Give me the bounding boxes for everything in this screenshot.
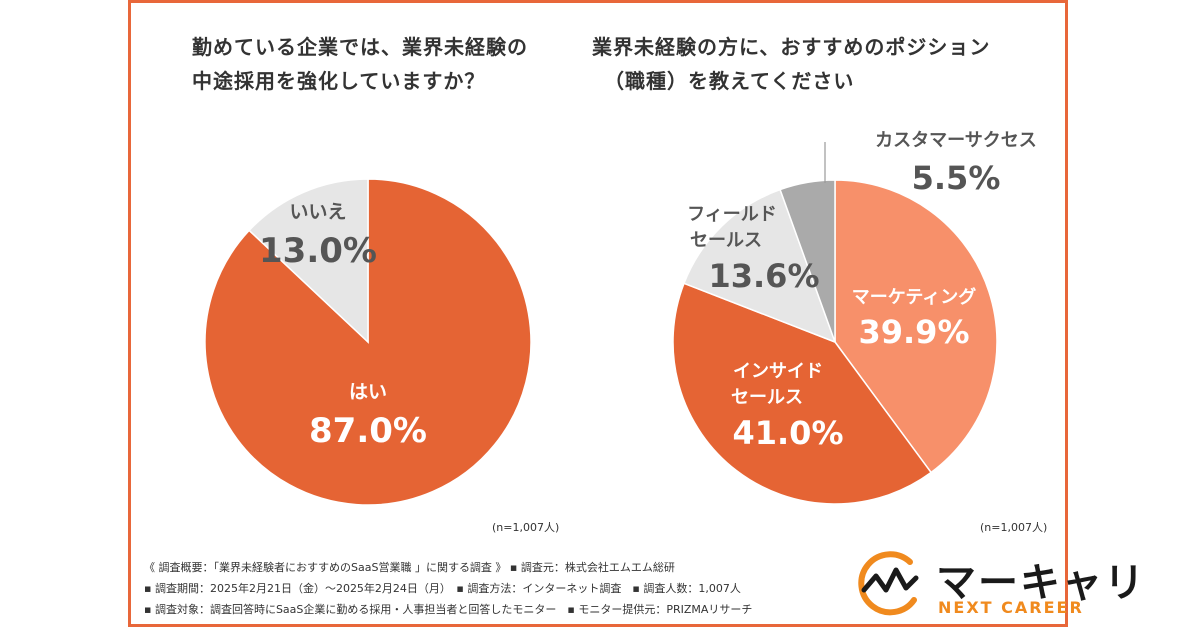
- survey-note-line3: ▪ 調査対象：調査回答時にSaaS企業に勤める採用・人事担当者と回答したモニター…: [144, 603, 753, 616]
- left-pie-slice-1: [248, 178, 369, 344]
- right-pie-slice-1: [672, 282, 933, 505]
- right-cs-value: 5.5%: [912, 159, 1001, 197]
- logo-name: マーキャリ: [936, 560, 1146, 606]
- logo-mark: [858, 551, 919, 616]
- right-marketing-value: 39.9%: [858, 313, 969, 351]
- left-no-value: 13.0%: [259, 231, 377, 271]
- right-inside-name-1: インサイド: [733, 361, 823, 382]
- right-cs-name: カスタマーサクセス: [875, 130, 1037, 151]
- logo-zigzag-icon: [861, 567, 919, 593]
- logo-arc-icon: [858, 551, 917, 616]
- left-title-line2: 中途採用を強化していますか？: [192, 69, 486, 93]
- survey-note-line1: 《 調査概要：「業界未経験者におすすめのSaaS営業職 」に関する調査 》 ▪ …: [144, 561, 675, 574]
- left-no-name: いいえ: [289, 201, 346, 223]
- right-field-name-1: フィールド: [687, 204, 777, 225]
- left-sample-size-note: (n=1,007人): [492, 521, 560, 534]
- left-title-line1: 勤めている企業では、業界未経験の: [192, 35, 528, 59]
- right-field-name-2: セールス: [690, 230, 762, 251]
- right-pie-slice-2: [683, 188, 837, 344]
- left-yes-name: はい: [349, 381, 387, 403]
- right-pie-slice-3: [779, 179, 836, 343]
- right-marketing-name: マーケティング: [852, 286, 977, 308]
- right-inside-value: 41.0%: [732, 414, 843, 452]
- right-title-line1: 業界未経験の方に、おすすめのポジション: [592, 35, 991, 59]
- left-yes-value: 87.0%: [309, 411, 427, 451]
- logo-subtitle: NEXT CAREER: [938, 598, 1084, 617]
- right-chart-title: 業界未経験の方に、おすすめのポジション （職種）を教えてください: [592, 30, 990, 98]
- right-field-value: 13.6%: [708, 257, 819, 295]
- survey-note-line2: ▪ 調査期間：2025年2月21日（金）〜2025年2月24日（月） ▪ 調査方…: [144, 582, 741, 595]
- left-chart-title: 勤めている企業では、業界未経験の 中途採用を強化していますか？: [192, 30, 528, 98]
- right-sample-size-note: (n=1,007人): [980, 521, 1048, 534]
- right-inside-name-2: セールス: [731, 387, 803, 408]
- right-pie: [672, 179, 998, 505]
- left-pie: [204, 178, 532, 506]
- right-pie-slice-0: [834, 179, 998, 474]
- survey-notes: 《 調査概要：「業界未経験者におすすめのSaaS営業職 」に関する調査 》 ▪ …: [144, 557, 752, 620]
- right-title-line2: （職種）を教えてください: [604, 69, 855, 93]
